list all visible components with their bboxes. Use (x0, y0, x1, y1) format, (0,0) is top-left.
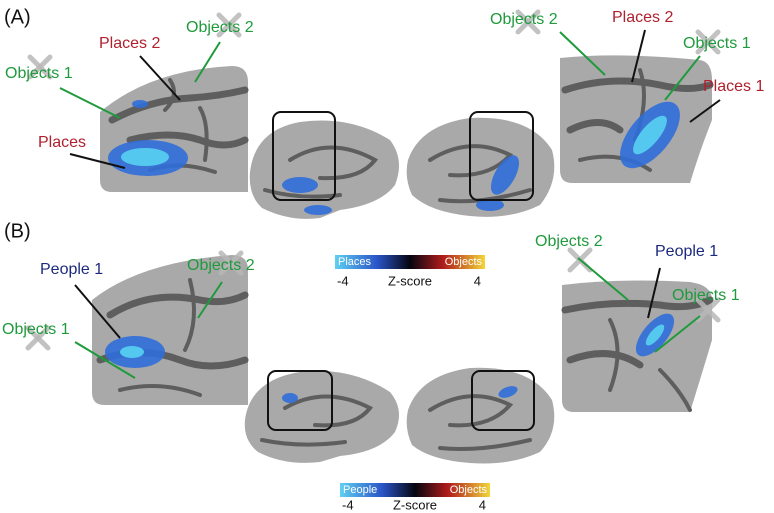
colorbar-title: Z-score (393, 497, 437, 512)
colorbar-min: -4 (342, 497, 354, 512)
annotation: Objects 1 (5, 65, 73, 82)
colorbar: Places Objects -4 Z-score 4 (335, 255, 485, 288)
colorbar: People Objects -4 Z-score 4 (340, 483, 490, 512)
annotation: Objects 2 (490, 11, 558, 28)
colorbar-title: Z-score (388, 273, 432, 288)
colorbar-label: Places (338, 256, 372, 268)
brain-medial (406, 111, 555, 217)
colorbar-min: -4 (337, 273, 349, 288)
annotation: Places (38, 134, 86, 151)
annotation: Places 2 (612, 9, 673, 26)
zoom-brain (92, 255, 249, 405)
annotation: Objects 1 (672, 287, 740, 304)
colorbar-label: Objects (450, 484, 488, 496)
colorbar-max: 4 (474, 273, 481, 288)
panel-label: (A) (4, 6, 31, 28)
brain-medial (244, 370, 399, 463)
brain-medial (249, 111, 399, 219)
panel-label: (B) (4, 220, 31, 242)
annotation: People 1 (655, 243, 718, 260)
annotation: Objects 2 (187, 257, 255, 274)
brain-medial (406, 367, 555, 464)
annotation: Objects 2 (535, 233, 603, 250)
colorbar-label: Objects (445, 256, 483, 268)
zoom-brain (560, 55, 714, 183)
annotation: Places 1 (703, 78, 764, 95)
annotation: Objects 1 (683, 35, 751, 52)
zoom-brain (561, 280, 714, 412)
colorbar-max: 4 (479, 497, 486, 512)
annotation: People 1 (40, 261, 103, 278)
annotation: Objects 2 (186, 19, 254, 36)
annotation: Places 2 (99, 35, 160, 52)
zoom-brain (100, 66, 249, 192)
colorbar-label: People (343, 484, 377, 496)
annotation: Objects 1 (2, 321, 70, 338)
